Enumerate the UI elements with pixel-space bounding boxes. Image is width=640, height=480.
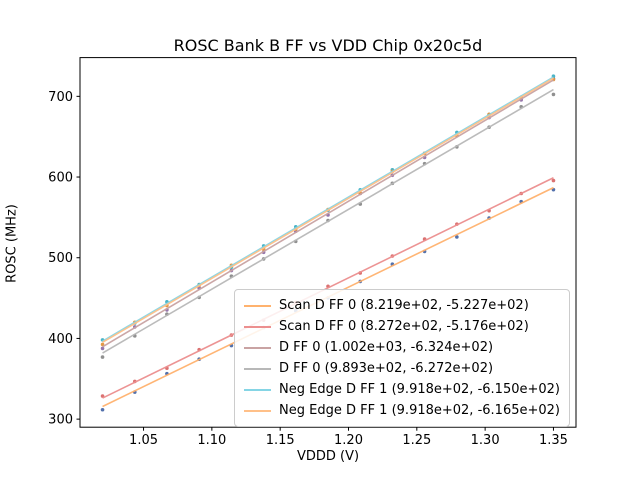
legend-row: D FF 0 (1.002e+03, -6.324e+02)	[244, 337, 560, 358]
x-tick-label: 1.25	[402, 433, 431, 448]
legend-label: Neg Edge D FF 1 (9.918e+02, -6.165e+02)	[279, 403, 560, 418]
legend-line-sample	[244, 346, 271, 349]
x-tick-label: 1.20	[334, 433, 363, 448]
data-point	[551, 178, 556, 183]
x-tick-label: 1.35	[539, 433, 568, 448]
fit-line	[102, 88, 554, 354]
legend-line-sample	[244, 388, 271, 391]
data-point	[551, 92, 556, 97]
data-point	[100, 346, 105, 351]
legend-row: Neg Edge D FF 1 (9.918e+02, -6.150e+02)	[244, 379, 560, 400]
y-axis-label: ROSC (MHz)	[4, 204, 20, 283]
fit-line	[102, 77, 554, 344]
legend: Scan D FF 0 (8.219e+02, -5.227e+02) Scan …	[234, 289, 570, 427]
y-tick-label: 300	[48, 413, 73, 428]
legend-row: Scan D FF 0 (8.219e+02, -5.227e+02)	[244, 295, 560, 316]
legend-row: D FF 0 (9.893e+02, -6.272e+02)	[244, 358, 560, 379]
fit-line	[102, 177, 554, 399]
legend-label: D FF 0 (9.893e+02, -6.272e+02)	[279, 361, 494, 376]
data-point	[100, 342, 105, 347]
legend-row: Scan D FF 0 (8.272e+02, -5.176e+02)	[244, 316, 560, 337]
y-tick-label: 700	[48, 90, 73, 105]
y-tick-label: 600	[48, 171, 73, 186]
data-point	[455, 235, 459, 239]
chart-title: ROSC Bank B FF vs VDD Chip 0x20c5d	[173, 36, 483, 55]
x-tick-label: 1.05	[129, 433, 158, 448]
x-tick-label: 1.15	[266, 433, 295, 448]
legend-line-sample	[244, 325, 271, 328]
legend-line-sample	[244, 409, 271, 412]
data-point	[100, 407, 105, 412]
legend-label: Neg Edge D FF 1 (9.918e+02, -6.150e+02)	[279, 382, 560, 397]
legend-label: Scan D FF 0 (8.219e+02, -5.227e+02)	[279, 298, 529, 313]
x-tick-label: 1.30	[471, 433, 500, 448]
legend-line-sample	[244, 367, 271, 370]
y-tick-label: 400	[48, 332, 73, 347]
legend-label: Scan D FF 0 (8.272e+02, -5.176e+02)	[279, 319, 529, 334]
x-tick-label: 1.10	[197, 433, 226, 448]
data-point	[100, 355, 105, 359]
legend-label: D FF 0 (1.002e+03, -6.324e+02)	[279, 340, 494, 355]
x-axis-label: VDDD (V)	[296, 449, 360, 464]
legend-row: Neg Edge D FF 1 (9.918e+02, -6.165e+02)	[244, 400, 560, 421]
fit-line	[102, 76, 554, 342]
y-tick-label: 500	[48, 251, 73, 266]
legend-line-sample	[244, 304, 271, 307]
fit-line	[102, 79, 554, 348]
